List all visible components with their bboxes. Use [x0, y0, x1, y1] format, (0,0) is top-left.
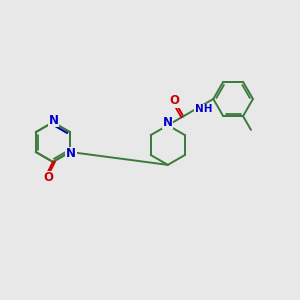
Text: O: O [169, 94, 179, 107]
Text: N: N [49, 114, 59, 127]
Text: N: N [66, 148, 76, 160]
Text: NH: NH [195, 104, 212, 114]
Text: O: O [43, 171, 53, 184]
Text: N: N [163, 116, 173, 129]
